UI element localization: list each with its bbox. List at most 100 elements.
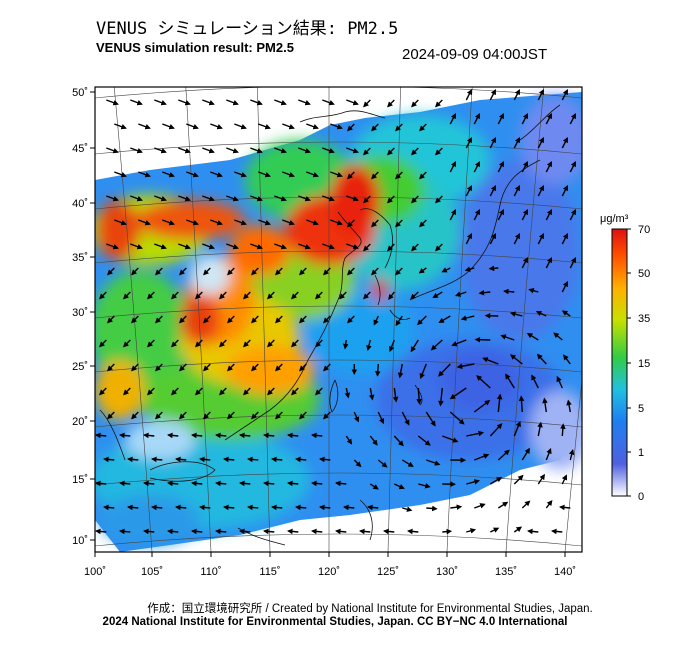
wind-arrow (227, 267, 235, 276)
wind-arrow (536, 353, 547, 365)
wind-arrow (432, 291, 443, 299)
wind-arrow (203, 363, 211, 372)
wind-arrow (561, 280, 568, 293)
wind-arrow (210, 171, 223, 178)
wind-arrow (417, 435, 431, 446)
wind-arrow (107, 411, 115, 420)
wind-arrow (342, 339, 349, 350)
wind-arrow (335, 480, 347, 487)
wind-arrow (191, 432, 203, 439)
wind-arrow (322, 147, 335, 154)
wind-arrow (401, 411, 410, 426)
wind-arrow (219, 339, 227, 348)
wind-arrow (460, 315, 475, 321)
wind-arrow (474, 503, 486, 509)
wind-arrow (473, 208, 480, 221)
wind-arrow (258, 171, 271, 178)
wind-arrow (107, 267, 115, 276)
wind-arrow (375, 363, 381, 377)
wind-arrow (411, 243, 419, 252)
wind-arrow (315, 291, 323, 300)
colorbar-tick-label: 0 (638, 491, 644, 503)
wind-arrow (425, 411, 436, 427)
wind-arrow (568, 449, 575, 461)
wind-arrow (451, 339, 467, 347)
wind-arrow (154, 147, 167, 154)
wind-arrow (330, 123, 343, 130)
wind-arrow (407, 528, 419, 535)
wind-arrow (474, 453, 490, 461)
wind-arrow (438, 315, 451, 324)
wind-arrow (227, 411, 235, 420)
wind-arrow (250, 243, 263, 250)
wind-arrow (250, 195, 263, 202)
wind-arrow (227, 315, 235, 324)
wind-arrow (335, 528, 347, 535)
wind-arrow (347, 171, 355, 180)
wind-arrow (114, 219, 127, 226)
wind-arrow (387, 243, 395, 252)
wind-arrow (155, 267, 163, 276)
wind-arrow (482, 357, 499, 365)
wind-arrow (203, 411, 211, 420)
wind-arrow (383, 528, 395, 535)
wind-arrow (561, 88, 568, 101)
wind-arrow (527, 528, 539, 535)
wind-arrow (131, 315, 139, 324)
wind-arrow (226, 147, 239, 154)
wind-arrow (131, 267, 139, 276)
wind-arrow (263, 432, 275, 439)
wind-arrow (435, 195, 443, 204)
wind-arrow (127, 456, 139, 463)
wind-arrow (99, 291, 107, 300)
wind-arrow (513, 232, 520, 245)
wind-arrow (203, 315, 211, 324)
wind-arrow (267, 387, 275, 396)
wind-arrow (282, 123, 295, 130)
wind-arrow (138, 123, 151, 130)
wind-arrow (401, 459, 414, 468)
wind-arrow (435, 99, 443, 108)
lon-tick-label: 120˚ (318, 566, 340, 578)
wind-arrow (465, 232, 472, 245)
wind-arrow (299, 411, 307, 420)
wind-arrow (456, 363, 475, 369)
wind-arrow (195, 291, 203, 300)
wind-vectors (95, 88, 576, 535)
wind-arrow (473, 112, 480, 125)
wind-arrow (478, 289, 491, 296)
wind-arrow (449, 112, 456, 125)
wind-arrow (195, 339, 203, 348)
wind-arrow (387, 147, 395, 156)
wind-arrow (397, 363, 404, 379)
wind-arrow (127, 504, 139, 511)
wind-arrow (250, 99, 263, 106)
wind-arrow (553, 332, 563, 341)
wind-arrow (99, 387, 107, 396)
wind-arrow (442, 435, 459, 443)
wind-arrow (175, 456, 187, 463)
wind-arrow (537, 184, 544, 197)
wind-arrow (178, 243, 191, 250)
wind-arrow (203, 267, 211, 276)
wind-arrow (392, 387, 399, 403)
credit-line-2: 2024 National Institute for Environmenta… (102, 616, 568, 628)
wind-arrow (178, 195, 191, 202)
lon-tick-label: 110˚ (200, 566, 221, 578)
wind-arrow (298, 195, 311, 202)
wind-arrow (95, 480, 107, 487)
wind-arrow (151, 504, 163, 511)
wind-arrow (377, 459, 388, 468)
wind-arrow (202, 147, 215, 154)
wind-arrow (138, 171, 151, 178)
wind-arrow (179, 315, 187, 324)
wind-arrow (449, 387, 467, 400)
wind-arrow (537, 473, 545, 485)
lat-tick-label: 10˚ (72, 535, 88, 547)
wind-arrow (410, 291, 419, 300)
lat-labels: 50˚ 45˚ 40˚ 35˚ 30˚ 25˚ 20˚ 15˚ 10˚ (72, 87, 88, 547)
wind-arrow (210, 123, 223, 130)
wind-arrow (251, 363, 259, 372)
wind-arrow (119, 432, 131, 439)
wind-arrow (339, 291, 347, 300)
